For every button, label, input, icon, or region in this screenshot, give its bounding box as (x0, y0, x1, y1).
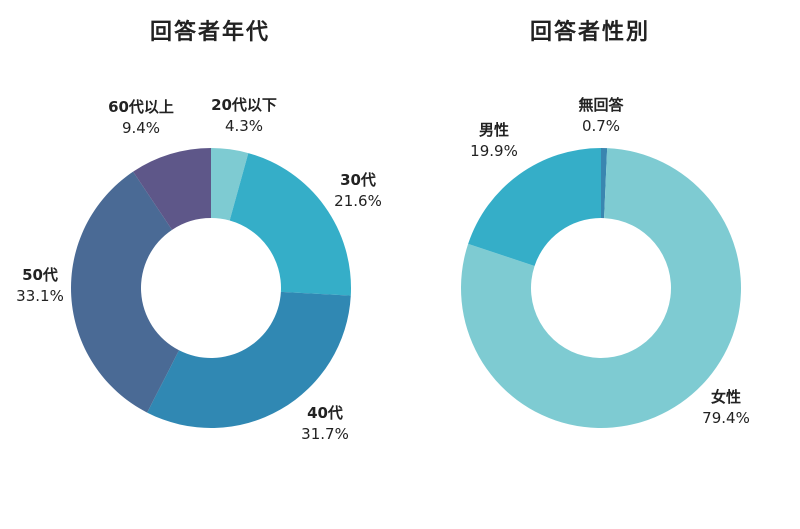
gender-slice-value-3: 19.9% (470, 142, 518, 160)
age-slice-4 (71, 171, 180, 413)
gender-slice-value-2: 79.4% (702, 409, 750, 427)
age-slice-label-2: 30代 (340, 171, 376, 189)
gender-slice-label-1: 無回答 (578, 96, 624, 114)
age-slice-label-1: 20代以下 (211, 96, 277, 114)
age-chart-title: 回答者年代 (149, 20, 270, 45)
gender-slice-value-1: 0.7% (582, 117, 620, 135)
gender-slice-1 (601, 148, 608, 219)
age-slice-value-5: 9.4% (122, 119, 160, 137)
age-slice-1 (211, 148, 249, 221)
gender-chart-title: 回答者性別 (529, 20, 650, 45)
age-slice-2 (229, 153, 351, 296)
age-slice-value-4: 33.1% (16, 287, 64, 305)
gender-slice-3 (468, 148, 601, 266)
age-slice-label-4: 50代 (22, 266, 58, 284)
age-slice-3 (147, 291, 351, 429)
gender-slice-label-2: 女性 (711, 388, 741, 406)
age-slice-5 (133, 148, 211, 230)
gender-slice-label-3: 男性 (479, 121, 509, 139)
age-slice-value-3: 31.7% (301, 425, 349, 443)
age-slice-label-3: 40代 (307, 404, 343, 422)
gender-slice-2 (461, 148, 741, 429)
age-slice-value-2: 21.6% (334, 192, 382, 210)
age-slice-value-1: 4.3% (225, 117, 263, 135)
age-slice-label-5: 60代以上 (108, 98, 174, 116)
